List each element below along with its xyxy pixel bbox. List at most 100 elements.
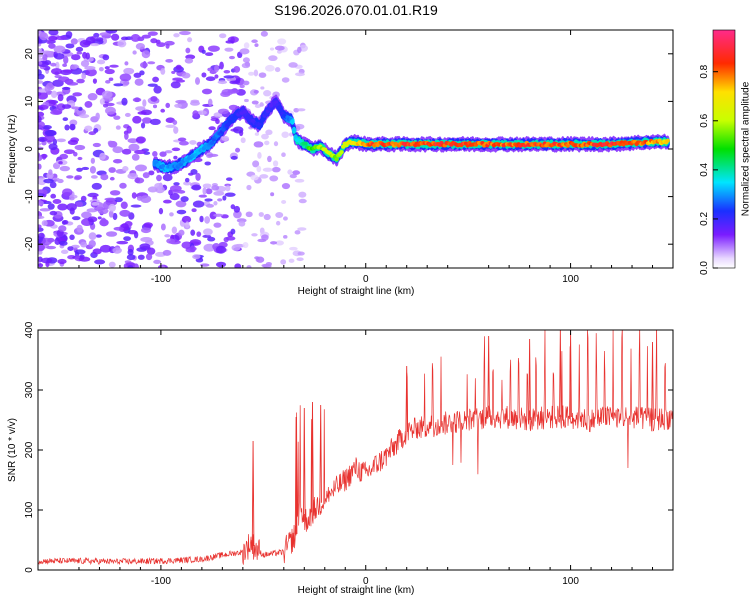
snr-spike [651,341,654,421]
noise-blob [233,210,242,219]
noise-blob [149,118,161,126]
noise-blob [259,102,264,107]
noise-blob [55,61,60,70]
noise-blob [131,192,137,199]
ridge-cell [665,138,670,143]
noise-blob [264,140,270,146]
noise-blob [265,129,273,136]
noise-blob [62,117,69,121]
noise-blob [275,240,284,246]
noise-blob [105,231,118,237]
noise-blob [267,155,272,163]
noise-blob [90,157,95,164]
noise-blob [69,123,76,131]
noise-blob [179,30,191,36]
noise-blob [230,155,238,160]
noise-blob [50,62,57,67]
noise-blob [217,108,229,115]
noise-blob [66,203,77,211]
noise-blob [173,33,180,38]
noise-blob [41,153,47,160]
noise-blob [177,137,187,142]
noise-blob [281,152,286,158]
noise-blob [251,233,258,237]
noise-blob [207,45,220,52]
noise-blob [84,100,93,108]
noise-blob [171,70,176,74]
noise-blob [38,236,43,244]
noise-blob [57,94,64,102]
noise-blob [298,198,307,204]
noise-blob [112,146,124,154]
noise-blob [240,137,246,144]
noise-blob [38,48,43,52]
noise-blob [298,191,307,198]
noise-blob [60,249,69,255]
noise-blob [137,254,145,260]
y-tick-label: 300 [24,381,35,398]
noise-blob [194,77,201,85]
noise-blob [234,263,242,268]
noise-blob [203,243,216,252]
noise-blob [254,104,262,109]
noise-blob [98,66,104,72]
noise-blob [113,83,124,87]
noise-blob [175,64,182,70]
noise-blob [221,135,230,141]
noise-blob [122,166,129,172]
noise-blob [61,86,71,90]
noise-blob [196,110,207,116]
noise-blob [202,187,207,195]
noise-blob [281,199,287,204]
noise-blob [131,153,140,161]
noise-blob [152,104,158,109]
noise-blob [208,126,216,131]
x-tick-label: 100 [562,576,579,587]
noise-blob [162,249,172,256]
noise-blob [38,73,45,80]
noise-blob [114,197,123,203]
noise-blob [180,196,189,203]
noise-blob [169,193,180,201]
noise-blob [217,198,223,202]
noise-blob [92,78,97,84]
noise-blob [104,66,110,70]
noise-blob [297,227,307,231]
noise-blob [296,257,304,262]
noise-blob [108,261,116,268]
noise-blob [91,182,102,190]
noise-blob [201,72,207,78]
noise-blob [109,64,119,68]
noise-blob [172,119,178,126]
noise-blob [165,124,176,129]
snr-spike [294,416,298,535]
noise-blob [49,181,57,189]
noise-blob [253,141,264,148]
noise-blob [281,182,291,190]
noise-blob [38,189,48,195]
noise-blob [99,98,105,105]
noise-blob [205,188,213,195]
noise-blob [198,194,208,198]
noise-blob [74,249,86,255]
noise-blob [258,72,267,78]
colorbar-ticks: 0.0 0.2 0.4 0.6 0.8 [699,64,718,275]
colorbar-tick-label: 0.4 [699,162,710,176]
noise-blob [213,213,224,217]
noise-blob [76,78,85,84]
noise-blob [253,89,259,94]
noise-blob [88,208,95,213]
noise-blob [141,34,151,39]
noise-blob [215,118,220,125]
noise-blob [59,153,69,160]
noise-blob [192,200,205,208]
noise-blob [112,247,122,254]
noise-blob [148,170,155,176]
noise-blob [185,47,191,54]
noise-blob [202,228,213,236]
noise-blob [191,184,202,191]
noise-blob [38,115,42,123]
noise-blob [224,192,236,197]
noise-blob [246,265,252,268]
